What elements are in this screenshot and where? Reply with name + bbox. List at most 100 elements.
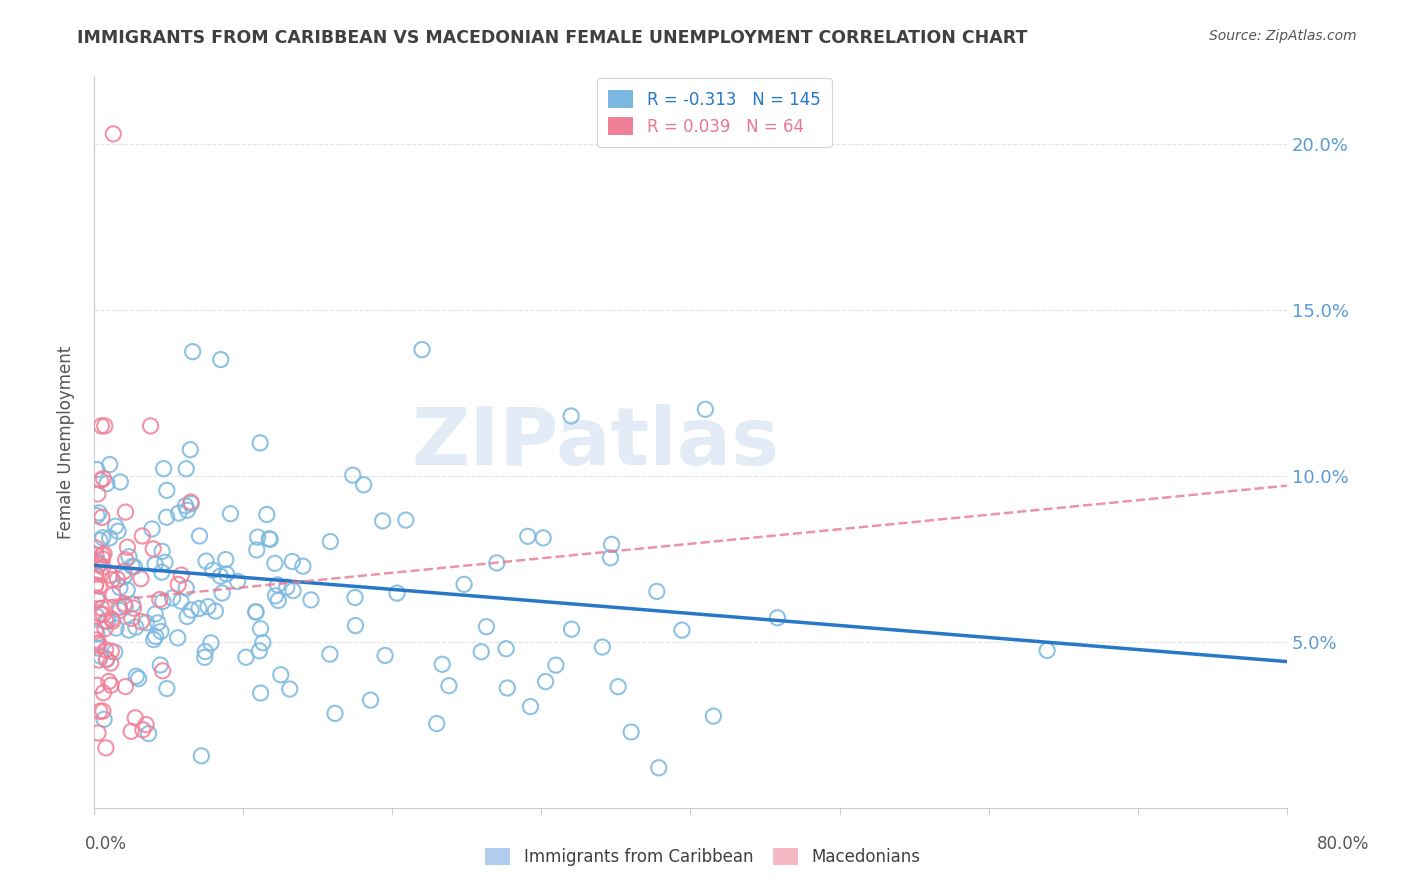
Point: [534, 674, 557, 689]
Point: [264, 557, 287, 571]
Point: [125, 669, 148, 683]
Point: [252, 636, 274, 650]
Point: [98, 531, 121, 545]
Point: [246, 543, 269, 558]
Point: [149, 624, 172, 639]
Point: [432, 657, 454, 672]
Point: [342, 468, 364, 483]
Point: [84, 567, 107, 582]
Point: [90, 601, 112, 615]
Point: [87, 653, 110, 667]
Point: [89, 607, 111, 622]
Point: [607, 680, 630, 694]
Point: [100, 656, 122, 670]
Point: [156, 510, 179, 524]
Point: [91, 531, 114, 545]
Legend: Immigrants from Caribbean, Macedonians: Immigrants from Caribbean, Macedonians: [479, 841, 927, 873]
Point: [170, 594, 193, 608]
Point: [167, 577, 190, 591]
Text: 0.0%: 0.0%: [84, 835, 127, 853]
Point: [139, 419, 162, 434]
Point: [108, 581, 131, 595]
Legend: R = -0.313   N = 145, R = 0.039   N = 64: R = -0.313 N = 145, R = 0.039 N = 64: [596, 78, 832, 147]
Point: [96, 652, 118, 666]
Point: [89, 579, 111, 593]
Point: [131, 529, 153, 543]
Text: Source: ZipAtlas.com: Source: ZipAtlas.com: [1209, 29, 1357, 43]
Point: [766, 611, 789, 625]
Point: [360, 693, 382, 707]
Point: [124, 559, 146, 574]
Point: [385, 586, 408, 600]
Point: [179, 442, 201, 457]
Point: [485, 556, 508, 570]
Point: [101, 614, 124, 628]
Point: [107, 572, 129, 586]
Point: [114, 599, 136, 614]
Point: [94, 740, 117, 755]
Point: [143, 607, 166, 621]
Point: [249, 644, 271, 658]
Point: [91, 607, 114, 622]
Point: [176, 503, 198, 517]
Point: [190, 748, 212, 763]
Point: [105, 621, 128, 635]
Point: [112, 570, 135, 584]
Point: [166, 631, 188, 645]
Point: [200, 636, 222, 650]
Point: [371, 514, 394, 528]
Point: [153, 555, 176, 569]
Point: [108, 600, 131, 615]
Point: [86, 593, 108, 607]
Point: [84, 578, 107, 592]
Point: [281, 583, 304, 598]
Point: [87, 506, 110, 520]
Point: [180, 495, 202, 509]
Point: [437, 679, 460, 693]
Point: [259, 532, 281, 546]
Point: [87, 558, 110, 572]
Point: [267, 593, 290, 607]
Point: [249, 622, 271, 636]
Point: [209, 569, 232, 583]
Point: [114, 597, 136, 611]
Point: [702, 709, 724, 723]
Point: [176, 609, 198, 624]
Point: [319, 534, 342, 549]
Point: [209, 352, 232, 367]
Point: [89, 649, 111, 664]
Point: [90, 474, 112, 488]
Point: [395, 513, 418, 527]
Point: [135, 615, 157, 630]
Text: 80.0%: 80.0%: [1316, 835, 1369, 853]
Point: [97, 674, 120, 689]
Point: [174, 581, 197, 595]
Point: [195, 554, 218, 568]
Point: [495, 641, 517, 656]
Point: [121, 611, 143, 625]
Point: [84, 541, 107, 555]
Point: [100, 678, 122, 692]
Point: [181, 344, 204, 359]
Point: [245, 605, 267, 619]
Point: [167, 506, 190, 520]
Point: [426, 716, 449, 731]
Point: [194, 650, 217, 665]
Point: [197, 599, 219, 614]
Point: [152, 461, 174, 475]
Point: [648, 761, 671, 775]
Point: [100, 644, 122, 658]
Point: [93, 712, 115, 726]
Point: [118, 623, 141, 637]
Point: [91, 704, 114, 718]
Point: [90, 419, 112, 434]
Point: [97, 615, 120, 629]
Point: [519, 699, 541, 714]
Point: [91, 548, 114, 562]
Point: [276, 580, 298, 594]
Point: [353, 477, 375, 491]
Point: [91, 560, 114, 574]
Point: [201, 563, 224, 577]
Point: [138, 726, 160, 740]
Point: [86, 678, 108, 692]
